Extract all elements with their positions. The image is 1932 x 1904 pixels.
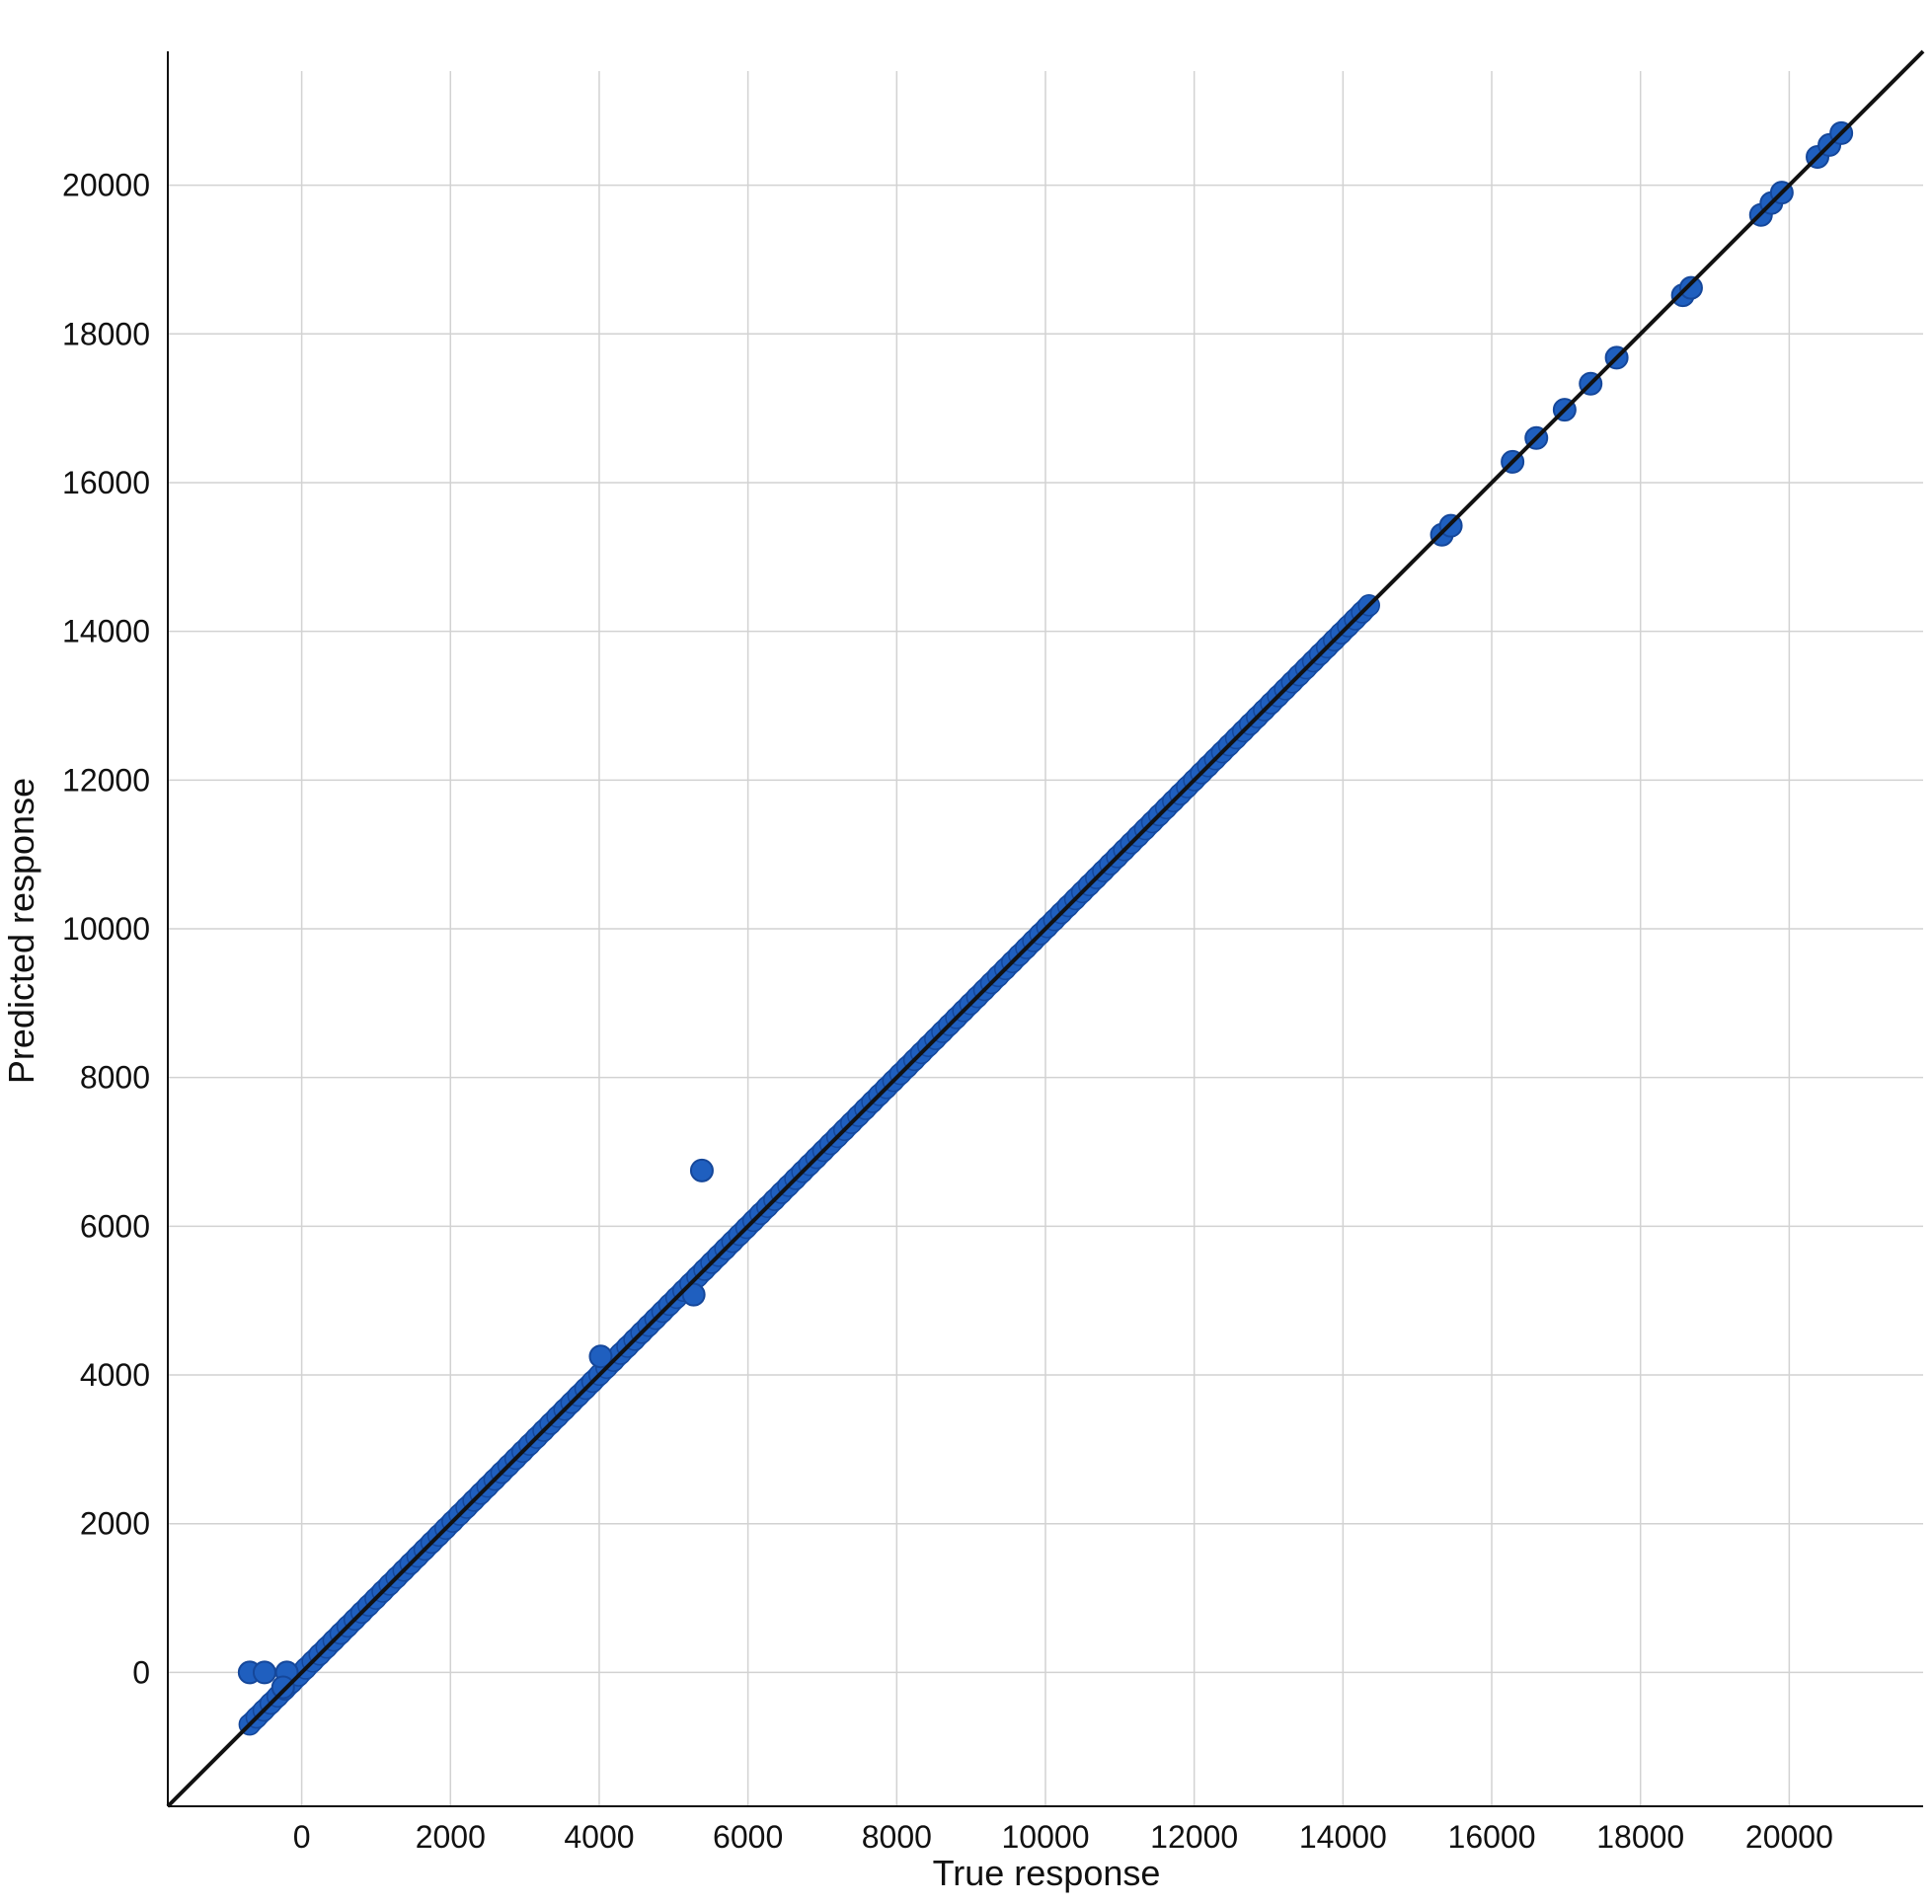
x-tick-label: 16000 xyxy=(1448,1819,1536,1855)
y-tick-label: 20000 xyxy=(62,168,150,203)
y-tick-label: 12000 xyxy=(62,762,150,798)
y-tick-label: 18000 xyxy=(62,316,150,351)
x-tick-label: 14000 xyxy=(1299,1819,1387,1855)
x-tick-labels: 0 2000 4000 6000 8000 10000 12000 14000 16000 180… xyxy=(293,1819,1833,1855)
data-point xyxy=(252,1660,276,1685)
y-tick-label: 10000 xyxy=(62,911,150,947)
y-tick-label: 16000 xyxy=(62,465,150,500)
reference-line xyxy=(166,49,1925,1808)
grid-lines xyxy=(168,71,1923,1806)
x-tick-label: 8000 xyxy=(862,1819,932,1855)
data-point xyxy=(270,1675,295,1700)
y-tick-label: 4000 xyxy=(80,1357,150,1393)
x-axis-label: True response xyxy=(933,1853,1161,1893)
x-tick-label: 0 xyxy=(293,1819,311,1855)
y-tick-labels: 0 2000 4000 6000 8000 10000 12000 14000 16000 180… xyxy=(62,168,150,1691)
data-point xyxy=(689,1158,714,1182)
y-axis-label: Predicted response xyxy=(1,778,41,1084)
y-tick-label: 0 xyxy=(132,1654,150,1690)
reference-line-group xyxy=(166,49,1925,1808)
y-tick-label: 14000 xyxy=(62,614,150,649)
x-tick-label: 6000 xyxy=(713,1819,783,1855)
x-tick-label: 12000 xyxy=(1150,1819,1238,1855)
x-tick-label: 18000 xyxy=(1596,1819,1684,1855)
data-point xyxy=(588,1344,613,1369)
x-tick-label: 2000 xyxy=(416,1819,486,1855)
x-tick-label: 20000 xyxy=(1745,1819,1833,1855)
x-tick-label: 4000 xyxy=(564,1819,634,1855)
axes xyxy=(167,51,1923,1807)
y-tick-label: 6000 xyxy=(80,1208,150,1244)
x-tick-label: 10000 xyxy=(1002,1819,1090,1855)
y-tick-label: 2000 xyxy=(80,1506,150,1542)
data-point xyxy=(681,1282,706,1307)
y-tick-label: 8000 xyxy=(80,1060,150,1096)
data-point xyxy=(1678,275,1703,300)
